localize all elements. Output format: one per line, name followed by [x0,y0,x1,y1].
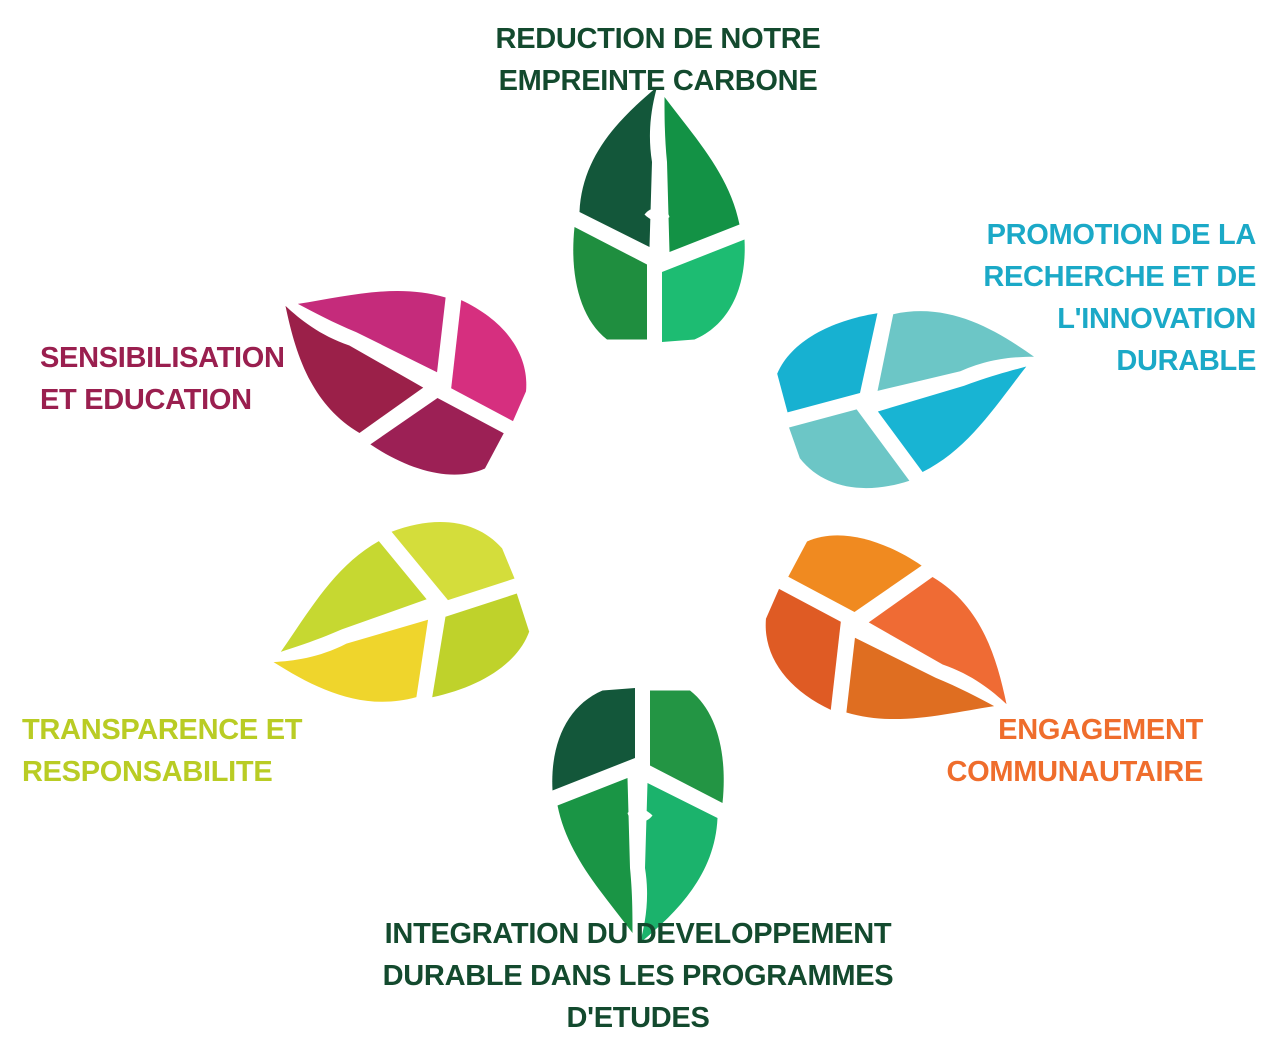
label-line: REDUCTION DE NOTRE [495,23,821,55]
petal-segment [777,313,878,413]
petal-segment [765,588,841,710]
label-line: L'INNOVATION [1057,303,1256,335]
petal-segment [451,300,527,422]
petal-segment [788,535,922,612]
petal-segment [280,541,427,652]
label-line: ET EDUCATION [40,384,252,416]
petal-segment [650,690,724,803]
petal-bottom-left [273,522,530,702]
petal-segment [557,778,633,933]
label-transparency-responsibility: TRANSPARENCE ET RESPONSABILITE [22,709,362,793]
petal-segment [432,593,530,698]
label-curriculum-integration: INTEGRATION DU DEVELOPPEMENT DURABLE DAN… [330,913,946,1039]
label-line: RESPONSABILITE [22,756,273,788]
petal-segment [664,97,740,252]
petal-segment [391,522,515,601]
label-line: DURABLE DANS LES PROGRAMMES [382,960,894,992]
label-line: RECHERCHE ET DE [983,261,1256,293]
label-line: EMPREINTE CARBONE [498,65,818,97]
petal-bottom-right [765,535,1007,720]
drop-icon [644,208,670,222]
petal-segment [297,290,446,373]
petal-segment [579,87,657,247]
label-line: COMMUNAUTAIRE [946,756,1203,788]
petal-segment [285,305,424,433]
petal-segment [868,577,1007,705]
petal-segment [877,366,1027,472]
petal-right [777,311,1035,489]
label-line: PROMOTION DE LA [986,219,1257,251]
petal-segment [877,311,1035,391]
petal-left [285,290,527,475]
label-line: DURABLE [1116,345,1256,377]
petal-segment [662,239,745,342]
petal-bottom [552,688,724,943]
petal-top [573,87,745,342]
label-research-innovation: PROMOTION DE LA RECHERCHE ET DE L'INNOVA… [900,214,1256,382]
petal-segment [573,227,647,340]
petal-segment [273,619,429,702]
label-carbon-footprint: REDUCTION DE NOTRE EMPREINTE CARBONE [400,18,916,102]
label-line: D'ETUDES [566,1002,710,1034]
petal-segment [370,398,504,475]
petal-segment [846,637,995,720]
petal-segment [789,409,910,489]
petal-segment [640,783,718,943]
petal-segment [552,688,635,791]
label-awareness-education: SENSIBILISATION ET EDUCATION [40,337,370,421]
petals-layer [273,87,1035,943]
label-line: SENSIBILISATION [40,342,285,374]
label-line: ENGAGEMENT [998,714,1203,746]
label-line: TRANSPARENCE ET [22,714,303,746]
label-line: INTEGRATION DU DEVELOPPEMENT [384,918,892,950]
drop-icon [627,808,653,822]
label-community-engagement: ENGAGEMENT COMMUNAUTAIRE [860,709,1203,793]
